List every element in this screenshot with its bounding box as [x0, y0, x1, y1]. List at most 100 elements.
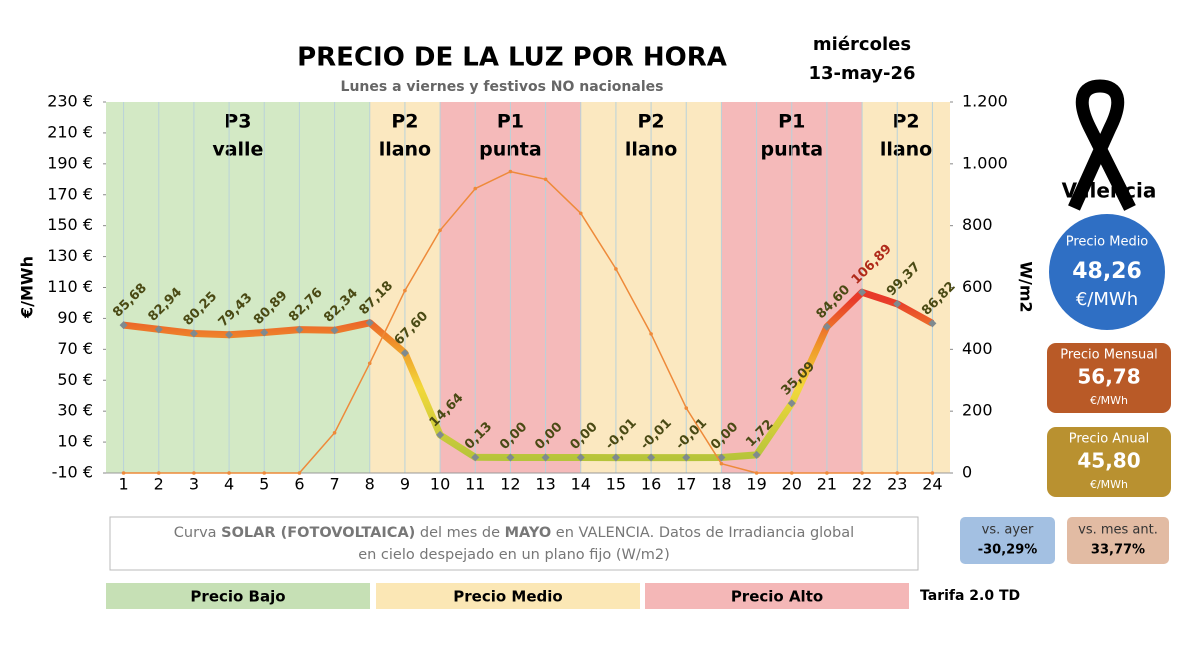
legend-bar: [376, 583, 640, 609]
solar-marker: [860, 471, 864, 475]
legend-bar: [106, 583, 370, 609]
price-line: [123, 288, 935, 462]
price-marker: [154, 325, 163, 334]
solar-line: [123, 170, 933, 474]
x-tick-label: 3: [189, 475, 199, 494]
x-tick-label: 8: [365, 475, 375, 494]
y2-tick-label: 200: [962, 401, 993, 420]
x-tick-label: 1: [118, 475, 128, 494]
solar-marker: [895, 471, 900, 475]
y-tick-label: 30 €: [57, 401, 93, 420]
price-marker: [260, 328, 269, 337]
x-tick-label: 15: [606, 475, 626, 494]
y2-tick-label: 600: [962, 277, 993, 296]
y-tick-label: 50 €: [57, 370, 93, 389]
solar-marker: [121, 471, 126, 475]
price-marker: [119, 321, 128, 330]
solar-marker: [473, 186, 478, 191]
solar-marker: [332, 431, 337, 435]
solar-marker: [403, 288, 407, 293]
weekday: miércoles: [813, 34, 911, 55]
tariff: Tarifa 2.0 TD: [920, 588, 1020, 604]
comparison-label: vs. mes ant.: [1078, 523, 1158, 538]
y-tick-label: 210 €: [47, 122, 93, 141]
x-tick-label: 20: [782, 475, 802, 494]
comparison-label: vs. ayer: [982, 523, 1034, 538]
solar-marker: [192, 471, 196, 475]
price-marker: [752, 450, 761, 459]
card-value: 48,26: [1072, 259, 1142, 284]
y-tick-label: 10 €: [57, 432, 93, 451]
solar-marker: [438, 228, 442, 233]
city: Valencia: [1062, 179, 1157, 203]
price-marker: [893, 299, 902, 308]
price-marker: [576, 453, 585, 462]
note: Curva SOLAR (FOTOVOLTAICA) del mes de MA…: [174, 525, 854, 541]
y2-tick-label: 400: [962, 339, 993, 358]
price-marker: [787, 399, 796, 408]
x-tick-label: 21: [817, 475, 837, 494]
period-code: P2: [892, 111, 919, 133]
card-value: 56,78: [1077, 365, 1140, 389]
y2-tick-label: 800: [962, 215, 993, 234]
x-tick-label: 10: [430, 475, 450, 494]
comparison: [1067, 517, 1169, 564]
solar-marker: [578, 211, 583, 216]
price-marker: [365, 318, 374, 327]
period-name: valle: [212, 139, 263, 161]
solar-marker: [789, 471, 794, 475]
price-marker: [506, 453, 515, 462]
y-tick-label: -10 €: [52, 463, 93, 482]
legend-bar: [645, 583, 909, 609]
period-band: [862, 102, 950, 473]
price-marker: [189, 329, 198, 338]
solar-marker: [297, 471, 302, 475]
price-marker: [436, 430, 445, 439]
y-tick-label: 170 €: [47, 184, 93, 203]
card-unit: €/MWh: [1076, 289, 1138, 310]
card-value: 45,80: [1077, 449, 1140, 473]
ribbon: [1068, 79, 1136, 211]
period-code: P3: [224, 111, 251, 133]
x-tick-label: 4: [224, 475, 234, 494]
solar-marker: [543, 177, 548, 182]
solar-marker: [754, 471, 759, 475]
legend-label: Precio Medio: [453, 588, 562, 606]
y-axis-title: €/MWh: [18, 256, 37, 319]
solar-marker: [684, 406, 689, 410]
y2-axis-title: W/m2: [1017, 261, 1036, 312]
solar-marker: [649, 332, 653, 336]
card-title: Precio Medio: [1066, 235, 1149, 250]
card-unit: €/MWh: [1090, 478, 1128, 491]
x-tick-label: 11: [465, 475, 485, 494]
price-marker: [541, 453, 550, 462]
price-marker: [295, 325, 304, 334]
y-tick-label: 190 €: [47, 153, 93, 172]
y-tick-label: 90 €: [57, 308, 93, 327]
x-tick-label: 14: [571, 475, 591, 494]
y-tick-label: 230 €: [47, 92, 93, 111]
y-tick-label: 70 €: [57, 339, 93, 358]
period-name: llano: [880, 139, 932, 161]
price-marker: [611, 453, 620, 462]
price-marker: [471, 453, 480, 462]
y-tick-label: 110 €: [47, 277, 93, 296]
comparison: [960, 517, 1055, 564]
card: [1047, 427, 1171, 497]
note-line-2: en cielo despejado en un plano fijo (W/m…: [358, 547, 670, 563]
price-marker: [330, 326, 339, 335]
x-tick-label: 6: [294, 475, 304, 494]
solar-marker: [367, 361, 372, 366]
comparison-value: 33,77%: [1091, 543, 1145, 558]
solar-marker: [614, 267, 618, 271]
card: [1049, 214, 1165, 330]
y2-tick-label: 1.200: [962, 92, 1008, 111]
card-title: Precio Mensual: [1060, 348, 1158, 363]
solar-marker: [508, 169, 513, 174]
x-tick-label: 16: [641, 475, 661, 494]
card-unit: €/MWh: [1090, 394, 1128, 407]
comparison-value: -30,29%: [978, 543, 1038, 558]
x-tick-label: 22: [852, 475, 872, 494]
price-marker: [858, 288, 867, 297]
